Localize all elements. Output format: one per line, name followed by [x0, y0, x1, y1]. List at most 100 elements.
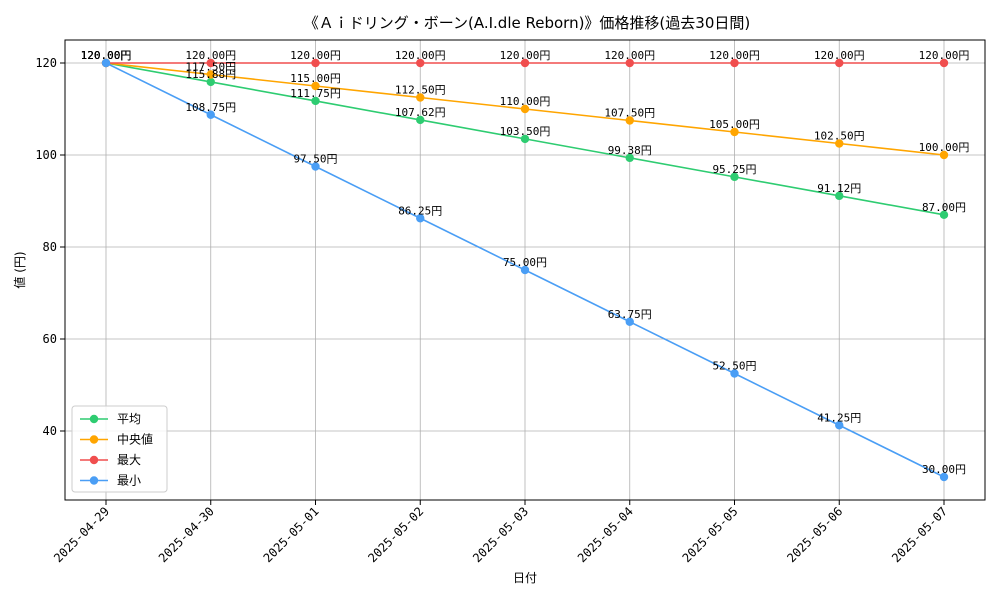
y-tick-label: 80 — [43, 240, 57, 254]
data-point — [311, 58, 320, 68]
data-point — [835, 421, 844, 430]
data-point — [625, 58, 634, 68]
data-point — [625, 317, 634, 326]
series-2 — [101, 58, 949, 68]
data-label: 120.00円 — [395, 49, 446, 62]
data-point — [939, 210, 949, 219]
data-label: 120.00円 — [185, 49, 236, 62]
data-label: 120.00円 — [814, 49, 865, 62]
legend-label: 最大 — [117, 453, 141, 467]
data-label: 102.50円 — [814, 130, 865, 143]
y-tick-label: 60 — [43, 332, 57, 346]
data-point — [311, 96, 320, 106]
data-label: 52.50円 — [712, 360, 756, 373]
data-point — [520, 58, 530, 68]
data-label: 97.50円 — [293, 153, 337, 166]
data-label: 112.50円 — [395, 84, 446, 97]
data-label: 120.00円 — [604, 49, 655, 62]
data-point — [730, 58, 739, 68]
data-point — [939, 472, 949, 482]
y-tick-label: 100 — [35, 148, 57, 162]
data-point — [416, 93, 425, 102]
data-label: 86.25円 — [398, 204, 442, 217]
legend-item: 平均 — [80, 412, 141, 426]
series-layer — [101, 58, 949, 482]
y-tick-label: 40 — [43, 424, 57, 438]
data-point — [416, 58, 425, 68]
data-label: 117.50円 — [185, 61, 236, 74]
legend-marker — [89, 476, 99, 485]
legend-label: 最小 — [117, 474, 141, 488]
data-labels: 120.00円 115.88円 111.75円 107.62円 103.50円 99.38… — [81, 49, 970, 476]
data-label: 111.75円 — [290, 87, 341, 100]
data-point — [416, 214, 425, 223]
data-label: 108.75円 — [185, 101, 236, 114]
data-point — [520, 134, 530, 144]
data-label: 95.25円 — [712, 163, 756, 176]
data-label: 120.00円 — [709, 49, 760, 62]
data-label: 120.00円 — [81, 49, 132, 62]
legend-label: 中央値 — [117, 432, 153, 447]
data-label: 63.75円 — [608, 308, 652, 321]
data-point — [101, 58, 111, 68]
data-point — [416, 115, 425, 125]
data-label: 87.00円 — [922, 201, 966, 214]
data-point — [835, 139, 844, 148]
data-point — [835, 58, 844, 68]
legend-item: 最大 — [80, 453, 141, 467]
legend-label: 平均 — [117, 412, 141, 426]
y-axis-label: 値 (円) — [12, 251, 27, 288]
chart-title: 《Ａｉドリング・ボーン(A.I.dle Reborn)》価格推移(過去30日間) — [304, 14, 750, 32]
data-point — [206, 70, 215, 79]
series-0 — [101, 58, 949, 219]
data-label: 75.00円 — [503, 256, 547, 269]
data-label: 100.00円 — [919, 141, 970, 154]
legend-item: 中央値 — [80, 432, 153, 447]
data-point — [520, 104, 530, 114]
data-point — [939, 150, 949, 160]
legend-marker — [89, 414, 99, 424]
data-label: 107.62円 — [395, 106, 446, 119]
data-point — [206, 58, 215, 68]
data-label: 115.00円 — [290, 72, 341, 85]
data-point — [520, 265, 530, 275]
data-point — [625, 116, 634, 125]
legend-box — [71, 405, 168, 493]
data-label: 103.50円 — [500, 125, 551, 138]
data-point — [730, 172, 739, 182]
data-label: 120.00円 — [81, 49, 132, 62]
series-1 — [101, 58, 949, 160]
data-point — [311, 81, 320, 91]
series-3 — [101, 58, 949, 482]
data-point — [206, 110, 215, 119]
data-label: 115.88円 — [185, 68, 236, 81]
y-axis-ticks: 40 60 80 100 120 — [35, 56, 65, 438]
data-point — [835, 191, 844, 201]
legend-marker — [89, 435, 99, 444]
data-point — [730, 127, 739, 137]
data-label: 120.00円 — [500, 49, 551, 62]
data-label: 107.50円 — [604, 107, 655, 120]
data-point — [939, 58, 949, 68]
y-tick-label: 120 — [35, 56, 57, 70]
data-label: 99.38円 — [608, 144, 652, 157]
data-label: 120.00円 — [81, 49, 132, 62]
data-point — [730, 369, 739, 378]
data-label: 30.00円 — [922, 463, 966, 476]
data-point — [625, 153, 634, 163]
data-label: 120.00円 — [290, 49, 341, 62]
data-label: 105.00円 — [709, 118, 760, 131]
data-point — [311, 162, 320, 171]
x-axis-label: 日付 — [513, 571, 537, 585]
data-label: 120.00円 — [81, 49, 132, 62]
data-point — [206, 77, 215, 87]
data-label: 91.12円 — [817, 182, 861, 195]
data-label: 41.25円 — [817, 411, 861, 424]
legend-marker — [89, 455, 99, 465]
data-label: 120.00円 — [919, 49, 970, 62]
data-label: 110.00円 — [500, 95, 551, 108]
